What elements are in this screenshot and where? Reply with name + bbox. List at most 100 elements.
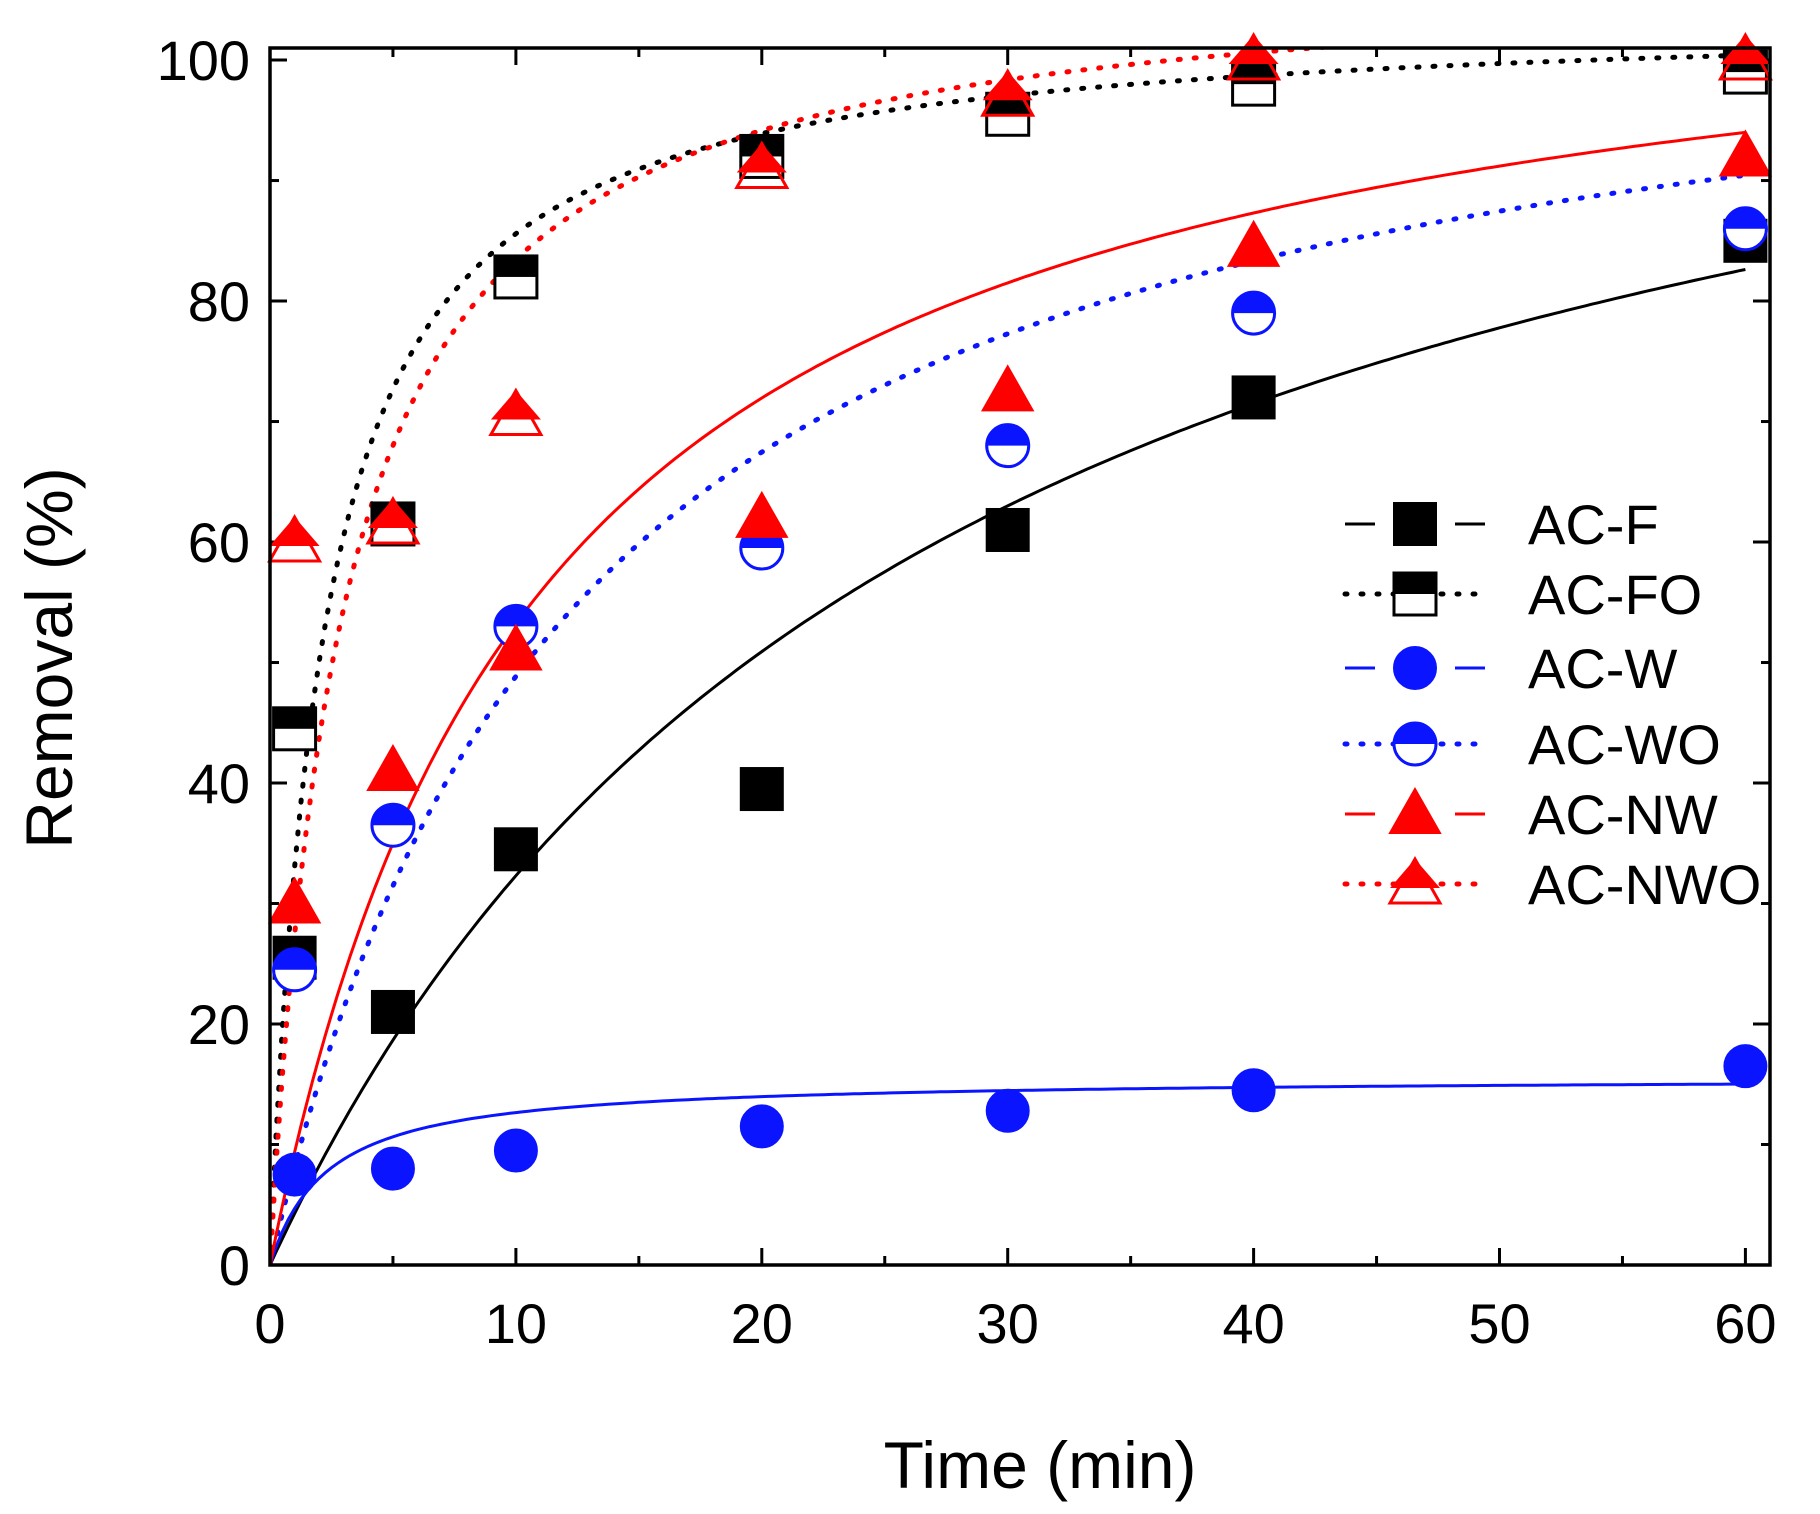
data-point-ac-nw — [489, 623, 543, 671]
marker-triangle-outline — [365, 495, 421, 545]
marker-triangle-outline — [488, 387, 544, 437]
legend-label: AC-NW — [1528, 783, 1718, 846]
data-point-ac-nw — [267, 876, 322, 924]
legend-marker — [1392, 571, 1438, 617]
data-point-ac-fo — [272, 706, 318, 752]
marker-triangle-outline — [734, 140, 790, 189]
legend-marker — [1387, 855, 1443, 905]
marker-circle-half-fill — [1232, 292, 1275, 314]
legend-marker — [1388, 786, 1442, 834]
data-point-ac-w — [272, 1152, 317, 1197]
marker-triangle — [1226, 219, 1281, 267]
data-point-ac-nw — [980, 364, 1035, 412]
marker-triangle-half-fill — [982, 71, 1033, 101]
data-point-ac-f — [493, 827, 538, 872]
tick-labels: 0 10 20 30 40 50 60 0 20 40 60 80 100 — [157, 29, 1777, 1355]
data-point-ac-wo — [272, 947, 318, 993]
marker-square — [739, 767, 784, 812]
data-point-ac-w — [1231, 1068, 1276, 1113]
marker-triangle — [735, 490, 789, 538]
data-point-ac-fo — [1231, 61, 1277, 107]
data-point-ac-wo — [1231, 290, 1277, 336]
marker-square-half-fill — [494, 255, 537, 277]
marker-circle-half-fill — [371, 804, 414, 826]
legend-marker — [1393, 646, 1437, 690]
data-point-ac-wo — [370, 802, 416, 848]
marker-circle — [493, 1128, 538, 1173]
fit-curve-ac-f — [270, 268, 1746, 1265]
legend-label: AC-FO — [1528, 563, 1702, 626]
marker-square — [493, 827, 538, 872]
x-tick-label: 20 — [731, 1292, 793, 1355]
y-tick-label: 60 — [188, 511, 250, 574]
x-tick-label: 50 — [1468, 1292, 1530, 1355]
marker-circle — [1393, 646, 1437, 690]
legend-label: AC-W — [1528, 637, 1677, 700]
data-point-ac-nwo — [488, 387, 544, 437]
data-point-ac-wo — [1722, 206, 1768, 252]
legend-marker — [1392, 721, 1438, 767]
data-point-ac-nw — [366, 743, 420, 791]
legend-item-ac-nw: AC-NW — [1345, 783, 1718, 846]
x-tick-label: 40 — [1222, 1292, 1284, 1355]
legend-item-ac-nwo: AC-NWO — [1342, 853, 1761, 916]
marker-circle-half-fill — [1724, 207, 1767, 229]
marker-triangle — [267, 876, 322, 924]
data-point-ac-w — [370, 1146, 415, 1191]
marker-circle — [370, 1146, 415, 1191]
marker-triangle — [366, 743, 420, 791]
marker-square — [985, 507, 1030, 552]
data-point-ac-nwo — [267, 513, 323, 563]
fit-curve-ac-nwo — [270, 48, 1348, 1265]
legend-label: AC-F — [1528, 493, 1659, 556]
legend-item-ac-fo: AC-FO — [1342, 563, 1702, 626]
marker-circle-half-fill — [273, 948, 316, 970]
marker-triangle-outline — [980, 68, 1036, 117]
marker-circle — [272, 1152, 317, 1197]
legend-item-ac-w: AC-W — [1345, 637, 1677, 700]
fit-curves — [270, 48, 1748, 1265]
marker-square — [1231, 375, 1276, 420]
legend-item-ac-wo: AC-WO — [1342, 713, 1721, 776]
y-tick-label: 20 — [188, 993, 250, 1056]
marker-circle — [1231, 1068, 1276, 1113]
marker-triangle-half-fill — [269, 517, 320, 547]
marker-circle-half-fill — [986, 424, 1029, 446]
y-tick-label: 40 — [188, 752, 250, 815]
data-markers — [267, 32, 1773, 1197]
y-tick-label: 80 — [188, 270, 250, 333]
y-tick-label: 0 — [219, 1234, 250, 1297]
x-tick-label: 10 — [485, 1292, 547, 1355]
x-tick-label: 30 — [977, 1292, 1039, 1355]
data-point-ac-w — [1723, 1044, 1768, 1089]
legend-item-ac-f: AC-F — [1345, 493, 1659, 556]
marker-square — [370, 989, 415, 1034]
marker-triangle-outline — [1717, 32, 1773, 81]
marker-circle — [1723, 1044, 1768, 1089]
fit-curve-ac-wo — [270, 172, 1748, 1265]
marker-triangle-half-fill — [1390, 859, 1440, 888]
marker-triangle-outline — [1226, 32, 1282, 81]
data-point-ac-nwo — [980, 68, 1036, 117]
marker-triangle — [980, 364, 1035, 412]
marker-triangle-half-fill — [490, 390, 541, 420]
y-tick-label: 100 — [157, 29, 250, 92]
data-point-ac-nw — [735, 490, 789, 538]
data-point-ac-fo — [493, 254, 539, 300]
legend-label: AC-WO — [1528, 713, 1721, 776]
data-point-ac-nwo — [365, 495, 421, 545]
marker-circle — [985, 1088, 1030, 1133]
data-point-ac-nw — [1718, 129, 1773, 177]
data-point-ac-w — [985, 1088, 1030, 1133]
marker-triangle — [489, 623, 543, 671]
marker-circle — [739, 1104, 784, 1149]
data-point-ac-f — [985, 507, 1030, 552]
marker-triangle — [1718, 129, 1773, 177]
marker-square-half-fill — [1394, 573, 1436, 594]
marker-square — [1393, 502, 1437, 546]
data-point-ac-f — [739, 767, 784, 812]
legend: AC-F AC-FO AC-W AC-WO AC-NW AC-NWO — [1342, 493, 1761, 916]
plot-frame — [268, 46, 1772, 1267]
data-point-ac-w — [493, 1128, 538, 1173]
